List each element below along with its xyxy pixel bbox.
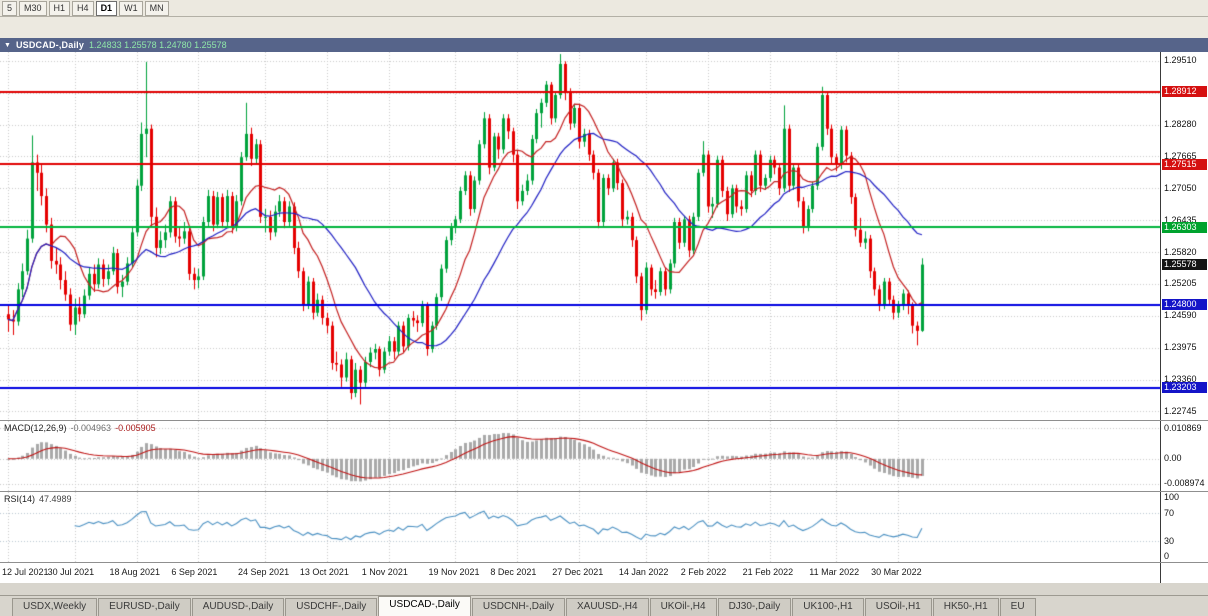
date-label-174: 11 Mar 2022	[809, 567, 860, 577]
date-label-94: 19 Nov 2021	[428, 567, 480, 577]
date-label-0: 12 Jul 2021	[2, 567, 49, 577]
date-label-40: 6 Sep 2021	[171, 567, 218, 577]
date-label-54: 24 Sep 2021	[238, 567, 290, 577]
timeframe-button-5[interactable]: 5	[2, 0, 18, 16]
price-axis-label-1.25820: 1.25820	[1164, 246, 1197, 257]
price-axis-label-1.29510: 1.29510	[1164, 55, 1197, 66]
timeframe-button-w1[interactable]: W1	[119, 0, 143, 16]
chart-dropdown-icon[interactable]: ▼	[4, 41, 11, 49]
macd-axis-label-0.010869: 0.010869	[1164, 422, 1202, 433]
chart-ohlc-quote: 1.24833 1.25578 1.24780 1.25578	[89, 40, 227, 50]
timeframe-button-mn[interactable]: MN	[144, 0, 169, 16]
macd-value-main: -0.004963	[70, 423, 112, 433]
chart-region: 1.29510 1.28912 1.28280 1.27665 1.27515 1.270…	[0, 52, 1208, 583]
price-axis-label-1.26435: 1.26435	[1164, 214, 1197, 225]
macd-pane: MACD(12,26,9) -0.004963 -0.005905 0.010869…	[0, 421, 1208, 491]
rsi-label: RSI(14) 47.4989	[4, 494, 72, 504]
chart-tab-usdcnhdaily[interactable]: USDCNH-,Daily	[471, 598, 565, 616]
price-axis-label-1.23975: 1.23975	[1164, 342, 1197, 353]
price-pane: 1.29510 1.28912 1.28280 1.27665 1.27515 1.270…	[0, 52, 1208, 420]
date-label-134: 14 Jan 2022	[618, 567, 669, 577]
chart-tab-dj30daily[interactable]: DJ30-,Daily	[717, 598, 792, 616]
rsi-axis-label-30: 30	[1164, 535, 1175, 546]
chart-symbol-title: USDCAD-,Daily	[15, 40, 85, 50]
bottom-strip	[0, 583, 1208, 595]
rsi-axis-label-100: 100	[1164, 492, 1180, 502]
price-axis-label-1.27665: 1.27665	[1164, 150, 1197, 161]
macd-canvas[interactable]	[0, 421, 1160, 491]
pane-divider	[0, 491, 1208, 492]
date-label-107: 8 Dec 2021	[490, 567, 537, 577]
price-axis-label-1.24800: 1.24800	[1162, 299, 1207, 311]
price-axis-label-1.26303: 1.26303	[1162, 221, 1207, 233]
date-label-120: 27 Dec 2021	[552, 567, 604, 577]
chart-tab-ukoilh4[interactable]: UKOil-,H4	[649, 598, 717, 616]
price-axis-label-1.24590: 1.24590	[1164, 310, 1197, 321]
timeframe-toolbar: 5 M30 H1 H4 D1 W1 MN	[0, 0, 1208, 17]
date-label-14: 30 Jul 2021	[47, 567, 95, 577]
timeframe-button-h4[interactable]: H4	[72, 0, 94, 16]
rsi-canvas[interactable]	[0, 492, 1160, 562]
rsi-axis-label-0: 0	[1164, 551, 1170, 561]
chart-tab-xauusdh4[interactable]: XAUUSD-,H4	[565, 598, 649, 616]
chart-title-bar: ▼ USDCAD-,Daily 1.24833 1.25578 1.24780 …	[0, 38, 1208, 52]
pane-divider	[0, 562, 1208, 563]
date-axis[interactable]: 12 Jul 2021 30 Jul 2021 18 Aug 2021 6 Sep 2…	[0, 563, 1208, 583]
rsi-axis: 100 70 30 0	[1160, 492, 1208, 562]
macd-axis-label--0.008974: -0.008974	[1164, 478, 1205, 489]
price-axis-label-1.22745: 1.22745	[1164, 405, 1197, 416]
rsi-pane: RSI(14) 47.4989 100 70 30 0	[0, 492, 1208, 562]
toolbar-gap	[0, 17, 1208, 38]
price-axis-label-1.23203: 1.23203	[1162, 382, 1207, 394]
chart-tab-usdcaddaily[interactable]: USDCAD-,Daily	[378, 596, 471, 616]
timeframe-button-d1[interactable]: D1	[95, 0, 118, 16]
chart-tab-audusddaily[interactable]: AUDUSD-,Daily	[191, 598, 285, 616]
date-label-147: 2 Feb 2022	[680, 567, 727, 577]
macd-axis-label-0.00: 0.00	[1164, 453, 1182, 464]
macd-label: MACD(12,26,9) -0.004963 -0.005905	[4, 423, 156, 433]
chart-tab-eu[interactable]: EU	[999, 598, 1036, 616]
date-label-80: 1 Nov 2021	[361, 567, 408, 577]
rsi-name: RSI(14)	[4, 494, 36, 504]
date-label-187: 30 Mar 2022	[871, 567, 922, 577]
price-axis[interactable]: 1.29510 1.28912 1.28280 1.27665 1.27515 1.270…	[1160, 52, 1208, 420]
date-label-67: 13 Oct 2021	[299, 567, 349, 577]
timeframe-button-m30[interactable]: M30	[19, 0, 47, 16]
price-axis-label-1.25205: 1.25205	[1164, 278, 1197, 289]
date-label-27: 18 Aug 2021	[109, 567, 161, 577]
chart-tab-hk50h1[interactable]: HK50-,H1	[932, 598, 999, 616]
chart-tab-usoilh1[interactable]: USOil-,H1	[864, 598, 932, 616]
price-chart-canvas[interactable]	[0, 52, 1160, 420]
macd-axis: 0.010869 0.00 -0.008974	[1160, 421, 1208, 491]
price-axis-label-1.28912: 1.28912	[1162, 86, 1207, 98]
rsi-value: 47.4989	[39, 494, 72, 504]
rsi-axis-label-70: 70	[1164, 507, 1175, 518]
price-axis-label-1.27515: 1.27515	[1162, 158, 1207, 170]
macd-value-signal: -0.005905	[115, 423, 156, 433]
date-axis-corner	[1160, 563, 1208, 583]
chart-tab-bar: USDX,Weekly EURUSD-,Daily AUDUSD-,Daily USD…	[0, 595, 1208, 616]
price-axis-label-1.28280: 1.28280	[1164, 119, 1197, 130]
chart-tab-uk100h1[interactable]: UK100-,H1	[792, 598, 864, 616]
price-axis-label-1.23360: 1.23360	[1164, 374, 1197, 385]
timeframe-button-h1[interactable]: H1	[48, 0, 71, 16]
chart-tab-usdchfdaily[interactable]: USDCHF-,Daily	[285, 598, 378, 616]
chart-tab-eurusddaily[interactable]: EURUSD-,Daily	[98, 598, 191, 616]
price-axis-label-1.27050: 1.27050	[1164, 182, 1197, 193]
price-axis-label-1.25578: 1.25578	[1162, 259, 1207, 271]
macd-name: MACD(12,26,9)	[4, 423, 67, 433]
chart-tab-usdxweekly[interactable]: USDX,Weekly	[12, 598, 98, 616]
pane-divider	[0, 420, 1208, 421]
date-label-160: 21 Feb 2022	[742, 567, 794, 577]
